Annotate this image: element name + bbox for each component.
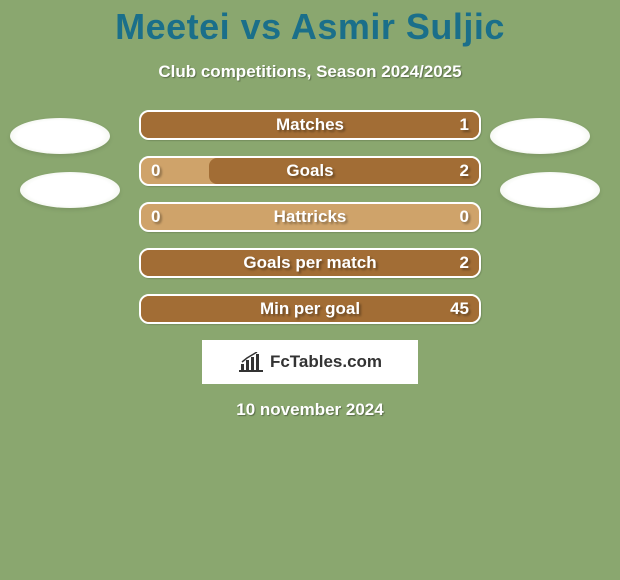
stat-value-right: 2	[450, 250, 479, 276]
vs-text: vs	[230, 6, 291, 47]
stat-label: Goals	[141, 158, 479, 184]
stat-value-left: 0	[141, 158, 170, 184]
avatar-left-1	[10, 118, 110, 154]
footer-date: 10 november 2024	[0, 400, 620, 420]
stat-row: Goals per match2	[139, 248, 481, 278]
stat-row: Goals0 2	[139, 156, 481, 186]
stat-label: Matches	[141, 112, 479, 138]
avatar-right-2	[500, 172, 600, 208]
stat-row: Min per goal45	[139, 294, 481, 324]
stat-value-right: 1	[450, 112, 479, 138]
avatar-right-1	[490, 118, 590, 154]
infographic-container: Meetei vs Asmir Suljic Club competitions…	[0, 0, 620, 580]
stat-value-right: 2	[450, 158, 479, 184]
stat-value-right: 45	[440, 296, 479, 322]
player2-name: Asmir Suljic	[291, 6, 505, 47]
stat-label: Hattricks	[141, 204, 479, 230]
logo-box: FcTables.com	[202, 340, 418, 384]
player1-name: Meetei	[115, 6, 230, 47]
subtitle: Club competitions, Season 2024/2025	[0, 62, 620, 82]
stat-label: Min per goal	[141, 296, 479, 322]
chart-icon	[238, 352, 264, 372]
stat-value-right: 0	[450, 204, 479, 230]
stat-label: Goals per match	[141, 250, 479, 276]
stat-value-left: 0	[141, 204, 170, 230]
page-title: Meetei vs Asmir Suljic	[0, 0, 620, 48]
stat-row: Hattricks0 0	[139, 202, 481, 232]
logo-text: FcTables.com	[270, 352, 382, 372]
avatar-left-2	[20, 172, 120, 208]
stat-row: Matches1	[139, 110, 481, 140]
